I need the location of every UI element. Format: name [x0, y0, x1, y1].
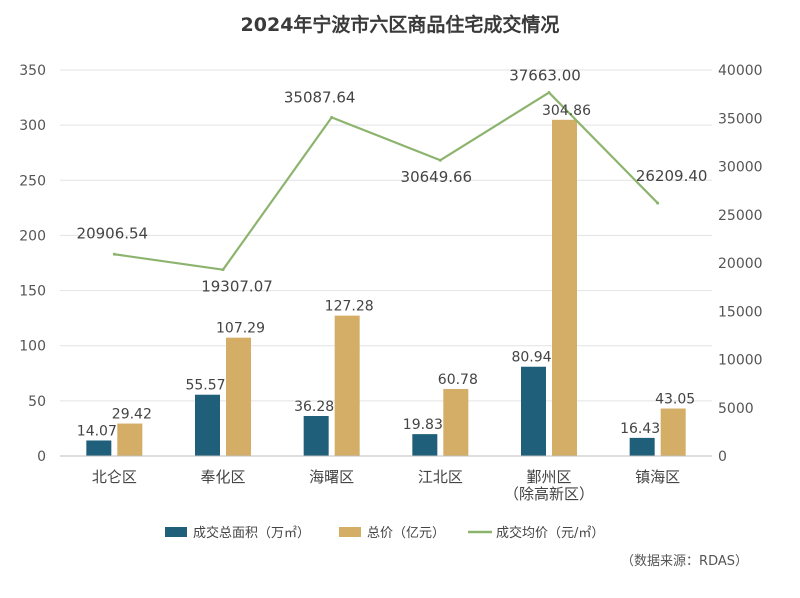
y-right-tick-label: 40000 — [718, 63, 763, 79]
line-point — [330, 115, 334, 119]
line-data-label: 20906.54 — [77, 224, 149, 242]
source-note: （数据来源：RDAS） — [621, 554, 748, 569]
chart-title: 2024年宁波市六区商品住宅成交情况 — [241, 13, 560, 36]
x-tick-label: 江北区 — [418, 468, 463, 486]
y-left-tick-label: 150 — [19, 284, 46, 300]
bar-total-price — [117, 423, 143, 456]
x-tick-label: 鄞州区 — [526, 468, 571, 486]
bar-area — [521, 366, 546, 456]
y-right-tick-label: 10000 — [718, 353, 763, 369]
legend-label: 成交总面积（万㎡） — [193, 525, 310, 541]
line-data-label: 30649.66 — [401, 168, 473, 186]
bar-data-label: 127.28 — [325, 299, 374, 315]
bar-area — [629, 437, 655, 456]
bar-data-label: 43.05 — [655, 392, 695, 408]
bar-data-label: 60.78 — [438, 372, 478, 388]
y-left-tick-label: 250 — [19, 173, 46, 189]
y-left-tick-label: 0 — [37, 449, 46, 465]
bar-data-label: 19.83 — [403, 417, 443, 433]
line-point — [112, 252, 116, 256]
line-series — [112, 91, 660, 272]
bar-series — [86, 119, 686, 457]
bar-total-price — [443, 388, 469, 456]
data-labels: 14.07 55.57 36.28 19.83 80.94 16.43 29.42 107.2… — [77, 67, 708, 440]
legend-label: 总价（亿元） — [367, 526, 445, 541]
line-point — [438, 158, 442, 162]
y-right-tick-label: 30000 — [718, 160, 763, 176]
bar-total-price — [552, 119, 577, 457]
y-left-tick-label: 300 — [19, 118, 46, 134]
y-right-tick-label: 25000 — [718, 208, 763, 224]
y-right-tick-label: 0 — [718, 449, 727, 465]
y-left-tick-label: 350 — [19, 63, 46, 79]
legend: 成交总面积（万㎡） 总价（亿元） 成交均价（元/㎡） — [165, 525, 604, 541]
y-axis-right: 0 5000 10000 15000 20000 25000 30000 35000 40000 — [718, 63, 763, 465]
x-tick-label: 海曙区 — [309, 468, 354, 486]
legend-label: 成交均价（元/㎡） — [496, 525, 604, 541]
bar-data-label: 304.86 — [542, 103, 591, 119]
x-tick-label: 北仑区 — [92, 468, 137, 486]
legend-swatch — [339, 527, 361, 537]
line-data-label: 26209.40 — [636, 167, 708, 185]
bar-data-label: 55.57 — [185, 378, 225, 394]
line-data-label: 35087.64 — [284, 88, 356, 106]
y-right-tick-label: 5000 — [718, 401, 754, 417]
line-data-label: 37663.00 — [509, 67, 581, 85]
y-left-tick-label: 100 — [19, 339, 46, 355]
bar-data-label: 16.43 — [620, 421, 660, 437]
bar-data-label: 107.29 — [216, 321, 265, 337]
line-average-price — [114, 91, 659, 271]
bar-data-label: 80.94 — [511, 350, 551, 366]
bar-area — [412, 434, 438, 456]
x-tick-label: 镇海区 — [635, 468, 680, 486]
y-axis-left: 0 50 100 150 200 250 300 350 — [19, 63, 46, 465]
line-point — [656, 201, 660, 205]
bar-total-price — [334, 315, 360, 456]
x-axis: 北仑区 奉化区 海曙区 江北区 鄞州区（除高新区） 镇海区 — [60, 455, 712, 503]
y-left-tick-label: 200 — [19, 228, 46, 244]
y-right-tick-label: 35000 — [718, 111, 763, 127]
bar-area — [303, 415, 329, 456]
legend-swatch — [165, 527, 187, 537]
y-left-tick-label: 50 — [28, 394, 46, 410]
line-point — [221, 268, 225, 272]
bar-data-label: 14.07 — [77, 423, 117, 439]
y-right-tick-label: 15000 — [718, 304, 763, 320]
y-right-tick-label: 20000 — [718, 256, 763, 272]
line-point — [547, 91, 551, 95]
line-data-label: 19307.07 — [201, 278, 273, 296]
bar-data-label: 36.28 — [294, 399, 334, 415]
bar-area — [195, 394, 220, 456]
x-tick-label: 奉化区 — [200, 468, 245, 486]
x-tick-label: （除高新区） — [504, 485, 594, 503]
bar-total-price — [660, 408, 686, 456]
bar-total-price — [226, 337, 251, 456]
bar-area — [86, 440, 112, 456]
bar-data-label: 29.42 — [112, 407, 152, 423]
gridlines — [60, 69, 712, 457]
